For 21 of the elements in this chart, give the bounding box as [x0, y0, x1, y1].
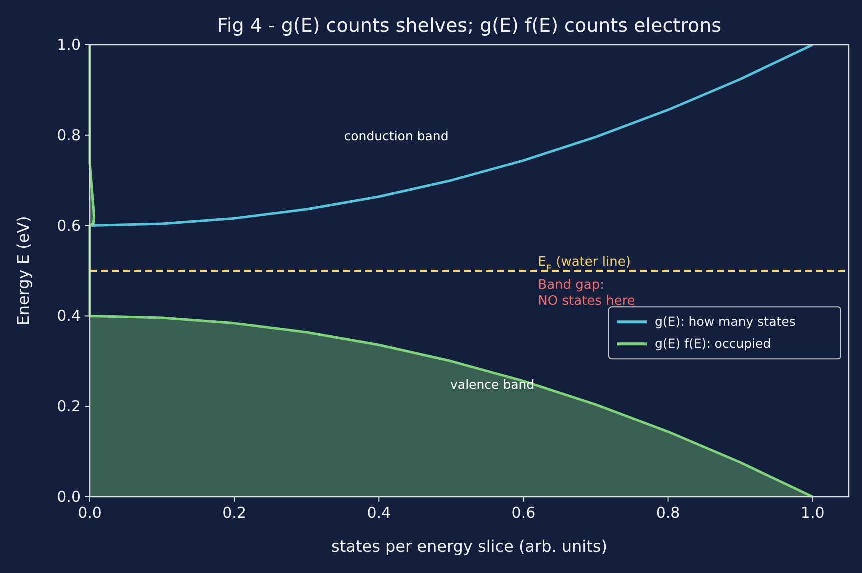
x-tick-label: 0.2: [222, 504, 246, 522]
y-tick-label: 0.4: [57, 307, 81, 326]
x-tick-label: 0.4: [367, 504, 392, 522]
line-series: [88, 44, 814, 228]
annotation: conduction band: [344, 128, 449, 144]
x-tick-label: 0.6: [512, 504, 536, 522]
legend-label: g(E): how many states: [655, 314, 796, 330]
y-tick-label: 1.0: [57, 36, 81, 54]
x-tick-label: 0.8: [656, 504, 680, 522]
x-tick-label: 1.0: [800, 504, 825, 522]
x-axis-title: states per energy slice (arb. units): [332, 537, 608, 556]
y-axis-title: Energy E (eV): [14, 216, 33, 326]
y-tick-label: 0.8: [57, 126, 81, 144]
x-tick-label: 0.0: [78, 504, 102, 522]
legend-label: g(E) f(E): occupied: [655, 336, 772, 352]
annotation: valence band: [450, 377, 535, 392]
chart-title: Fig 4 - g(E) counts shelves; g(E) f(E) counts electrons: [217, 15, 722, 37]
y-tick-label: 0.6: [57, 216, 81, 235]
y-tick-label: 0.0: [57, 488, 81, 506]
y-tick-label: 0.2: [57, 398, 81, 416]
annotation: Band gap: NO states here: [538, 278, 636, 309]
